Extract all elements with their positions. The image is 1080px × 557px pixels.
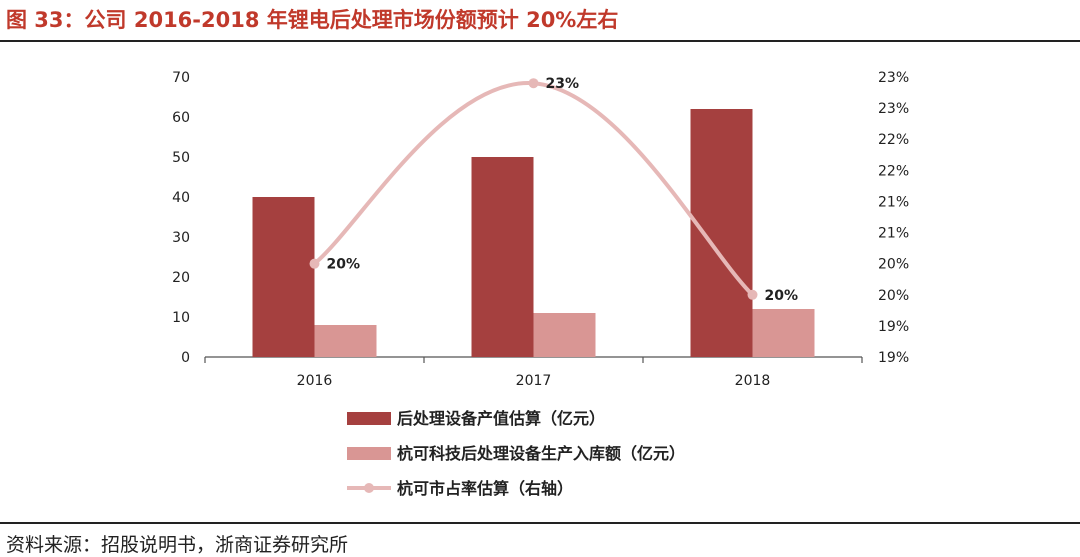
legend-swatch (347, 412, 391, 425)
y2-tick-label: 21% (878, 226, 909, 242)
y2-tick-label: 22% (878, 132, 909, 148)
y2-tick-label: 21% (878, 194, 909, 210)
x-tick-label: 2017 (516, 373, 552, 389)
y-tick-label: 10 (172, 310, 190, 326)
market-share-point (528, 78, 539, 89)
figure-title: 图 33：公司 2016-2018 年锂电后处理市场份额预计 20%左右 (6, 8, 619, 32)
title-divider (0, 40, 1080, 42)
y2-tick-label: 23% (878, 70, 909, 86)
source-divider (0, 522, 1080, 524)
x-tick-label: 2018 (735, 373, 771, 389)
y2-tick-label: 19% (878, 319, 909, 335)
y-tick-label: 20 (172, 270, 190, 286)
bar (752, 309, 815, 357)
y-tick-label: 30 (172, 230, 190, 246)
y-tick-label: 70 (172, 70, 190, 86)
y2-tick-label: 20% (878, 257, 909, 273)
y-tick-label: 0 (181, 350, 190, 366)
market-share-label: 20% (327, 257, 361, 273)
y-tick-label: 60 (172, 110, 190, 126)
y2-tick-label: 23% (878, 101, 909, 117)
legend-label: 杭可市占率估算（右轴） (397, 479, 573, 498)
legend-marker (364, 483, 374, 493)
y-tick-label: 50 (172, 150, 190, 166)
market-share-point (309, 258, 320, 269)
legend-swatch (347, 447, 391, 460)
y2-tick-label: 20% (878, 288, 909, 304)
market-share-label: 23% (546, 76, 580, 92)
bar (533, 313, 596, 357)
y2-tick-label: 19% (878, 350, 909, 366)
bar (690, 109, 753, 357)
bar (252, 197, 315, 357)
x-tick-label: 2016 (297, 373, 333, 389)
legend-label: 杭可科技后处理设备生产入库额（亿元） (397, 444, 685, 463)
market-share-point (747, 289, 758, 300)
bar (471, 157, 534, 357)
source-note: 资料来源：招股说明书，浙商证券研究所 (6, 534, 349, 556)
legend-label: 后处理设备产值估算（亿元） (397, 409, 605, 428)
y-tick-label: 40 (172, 190, 190, 206)
y2-tick-label: 22% (878, 163, 909, 179)
market-share-label: 20% (765, 288, 799, 304)
bar (314, 325, 377, 357)
